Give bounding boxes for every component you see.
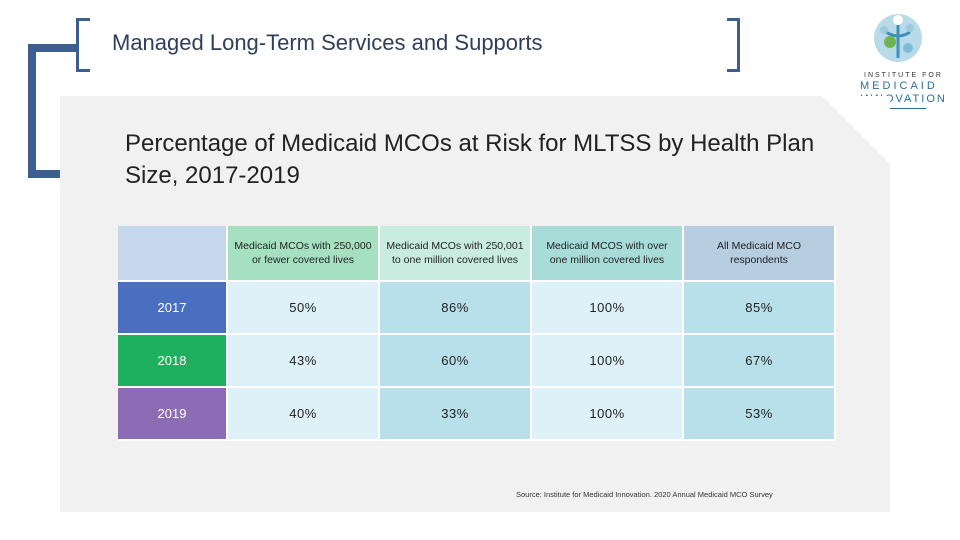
- header-bracket-right: [737, 18, 740, 72]
- header-bracket-left-top: [76, 18, 90, 21]
- header-bracket-left-bottom: [76, 69, 90, 72]
- column-header: All Medicaid MCO respondents: [684, 226, 836, 282]
- data-cell: 40%: [228, 388, 380, 441]
- column-header: Medicaid MCOs with 250,000 or fewer cove…: [228, 226, 380, 282]
- logo-text-institute: INSTITUTE FOR: [864, 72, 943, 79]
- data-cell: 53%: [684, 388, 836, 441]
- data-cell: 100%: [532, 388, 684, 441]
- row-year-label: 2019: [118, 388, 228, 441]
- data-cell: 67%: [684, 335, 836, 388]
- data-cell: 100%: [532, 282, 684, 335]
- left-bracket-upper-top: [28, 44, 76, 52]
- row-year-label: 2017: [118, 282, 228, 335]
- panel-folded-corner: [822, 96, 890, 164]
- row-year-label: 2018: [118, 335, 228, 388]
- source-note: Source: Institute for Medicaid Innovatio…: [516, 490, 773, 499]
- left-bracket-lower: [28, 122, 36, 178]
- column-header: Medicaid MCOs with 250,001 to one millio…: [380, 226, 532, 282]
- logo-text-medicaid: MEDICAID: [860, 80, 938, 92]
- left-bracket-lower-bottom: [28, 170, 90, 178]
- left-bracket-upper: [28, 44, 36, 126]
- data-cell: 50%: [228, 282, 380, 335]
- data-cell: 43%: [228, 335, 380, 388]
- header-bracket-right-bottom: [727, 69, 740, 72]
- table-corner-cell: [118, 226, 228, 282]
- chart-title: Percentage of Medicaid MCOs at Risk for …: [125, 130, 815, 189]
- institute-logo-icon: [874, 14, 922, 62]
- data-cell: 100%: [532, 335, 684, 388]
- column-header: Medicaid MCOS with over one million cove…: [532, 226, 684, 282]
- logo-underline: [866, 108, 926, 109]
- page-title: Managed Long-Term Services and Supports: [112, 30, 543, 55]
- data-cell: 60%: [380, 335, 532, 388]
- data-cell: 86%: [380, 282, 532, 335]
- data-cell: 85%: [684, 282, 836, 335]
- data-cell: 33%: [380, 388, 532, 441]
- header-bracket-left: [76, 18, 79, 72]
- header-bracket-right-top: [727, 18, 740, 21]
